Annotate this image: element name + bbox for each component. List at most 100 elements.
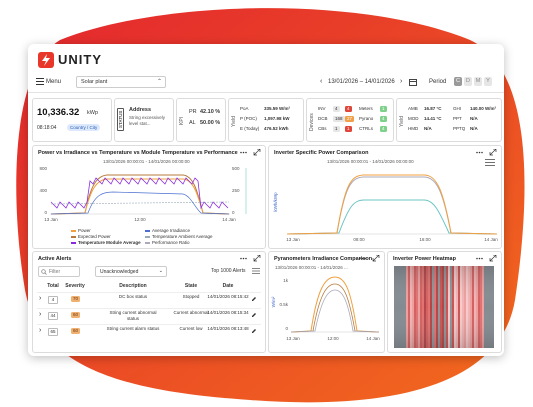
total: 4 (48, 296, 58, 304)
expand-icon (489, 149, 497, 156)
panel-title: Pyranometers Irradiance Comparison (274, 256, 373, 262)
expand-icon (489, 255, 497, 262)
kpi-card: Yield PoA 335.59 W/m² P (POC) 1,097.98 kW E (… (228, 98, 304, 142)
device-alarm: 27 (345, 116, 355, 122)
panel: Power vs Irradiance vs Temperature vs Mo… (32, 145, 266, 249)
expand[interactable]: › (39, 295, 42, 302)
period-label: Period (429, 79, 447, 85)
gray-line (286, 176, 498, 235)
device-count: 1 (380, 106, 387, 112)
menu-label[interactable]: Menu (46, 79, 62, 85)
legend-label: Expected Power (78, 234, 111, 239)
expand-icon (372, 255, 380, 262)
x-tick: 12:00 (327, 336, 339, 341)
pencil (252, 313, 256, 317)
panel-icons (240, 255, 261, 262)
weather-name: AMB (408, 106, 418, 111)
y-label: kWh/kWp (273, 192, 278, 212)
panel-title: Active Alerts (38, 256, 72, 262)
period-button[interactable]: M (474, 77, 482, 86)
dot (361, 257, 364, 260)
yield-name: P (POC) (240, 116, 257, 121)
y-left-tick: 0 (44, 210, 47, 215)
severity: 60 (71, 328, 81, 334)
y-tick: 0 (285, 326, 288, 331)
dot (245, 151, 247, 154)
location[interactable]: Country / City (67, 124, 101, 131)
severity: 70 (71, 296, 81, 302)
prev[interactable]: ‹ (320, 78, 323, 85)
period-button[interactable]: D (464, 77, 472, 86)
search-icon (41, 268, 47, 275)
x-tick: 13 Jan (44, 217, 58, 222)
filter-input[interactable]: Filter (38, 266, 80, 277)
filter-label: Filter (49, 269, 61, 275)
column-header: State (184, 283, 198, 289)
device-count: 1 (333, 126, 340, 132)
weather-value: N/A (470, 126, 478, 131)
address-text: String excessively level stat... (129, 115, 166, 126)
status-label: Unacknowledged (100, 269, 139, 275)
dot (481, 151, 483, 154)
divider (28, 92, 504, 93)
severity: 60 (71, 312, 81, 318)
pyr-c (290, 289, 380, 333)
y-left-tick: 400 (39, 188, 47, 193)
legend-swatch (145, 236, 150, 238)
dot (478, 151, 481, 154)
panel-title: Inverter Power Heatmap (393, 256, 456, 262)
y-right-tick: 500 (232, 166, 240, 171)
weather-value: N/A (424, 126, 432, 131)
panel: Inverter Power Heatmap (387, 251, 502, 353)
vertical-label: Devices (309, 113, 315, 131)
device-count: 4 (380, 116, 387, 122)
weather-value: 16.87 °C (424, 106, 442, 111)
status-select[interactable]: Unacknowledged ⌄ (95, 266, 167, 277)
period-button[interactable]: Y (484, 77, 492, 86)
cell: Current low (179, 326, 203, 331)
weather-value: 14.41 °C (424, 116, 442, 121)
weather-value: 140.00 W/m² (470, 106, 497, 111)
cal (409, 79, 417, 86)
period-button[interactable]: C (454, 77, 462, 86)
expand[interactable]: › (39, 327, 42, 334)
weather-name: PPTQ (453, 126, 466, 131)
panel-title: Inverter Specific Power Comparison (274, 150, 369, 156)
panel: Active Alerts Filter Unacknowledged ⌄ Top 10… (32, 251, 266, 353)
x-tick: 13 Jan (286, 237, 300, 242)
menu-icon (36, 78, 44, 85)
device-name: CTRLs (359, 126, 374, 131)
right-axis-bar (245, 168, 247, 214)
plant-select[interactable]: Solar plant ⌃ (76, 76, 166, 88)
chevron: ⌃ (156, 79, 162, 85)
date-range[interactable]: 13/01/2026 – 14/01/2026 (328, 79, 395, 85)
y-tick: 0.5k (279, 302, 288, 307)
vertical-label: STATUS (117, 107, 124, 131)
panel-title: Power vs Irradiance vs Temperature vs Mo… (38, 150, 238, 156)
dot (476, 257, 478, 260)
kpi-value: 50.00 % (200, 120, 221, 126)
row-divider (37, 308, 261, 309)
weather-value: N/A (470, 116, 478, 121)
y-right-tick: 0 (232, 210, 235, 215)
list-icon (485, 159, 495, 166)
expand-icon (253, 255, 261, 262)
dot (476, 151, 478, 154)
next[interactable]: › (400, 78, 403, 85)
x-tick: 14 Jan (366, 336, 380, 341)
kpi-name: PR (189, 109, 197, 115)
alert-count: Top 1000 Alerts (211, 268, 246, 274)
pyranometer-plot: W/m² 1k 0.5k 0 13 Jan 12:00 14 Jan (271, 276, 380, 341)
ambient-line (50, 201, 230, 205)
legend-swatch (145, 230, 150, 232)
device-name: Pyrano (359, 116, 374, 121)
weather-name: PPT (453, 116, 462, 121)
time: 08:18:04 (37, 125, 57, 131)
power-plot: 800 400 0 500 250 0 13 Jan 12:00 14 Jan (39, 166, 247, 222)
expand[interactable]: › (39, 311, 42, 318)
panel-icons (476, 149, 497, 156)
row-divider (37, 292, 261, 293)
device-name: DCB (318, 116, 328, 121)
kpi-card: Yield AMB 16.87 °C MOD 14.41 °C HMD N/A GHI 140.… (396, 98, 502, 142)
x-tick: 12:00 (134, 217, 146, 222)
